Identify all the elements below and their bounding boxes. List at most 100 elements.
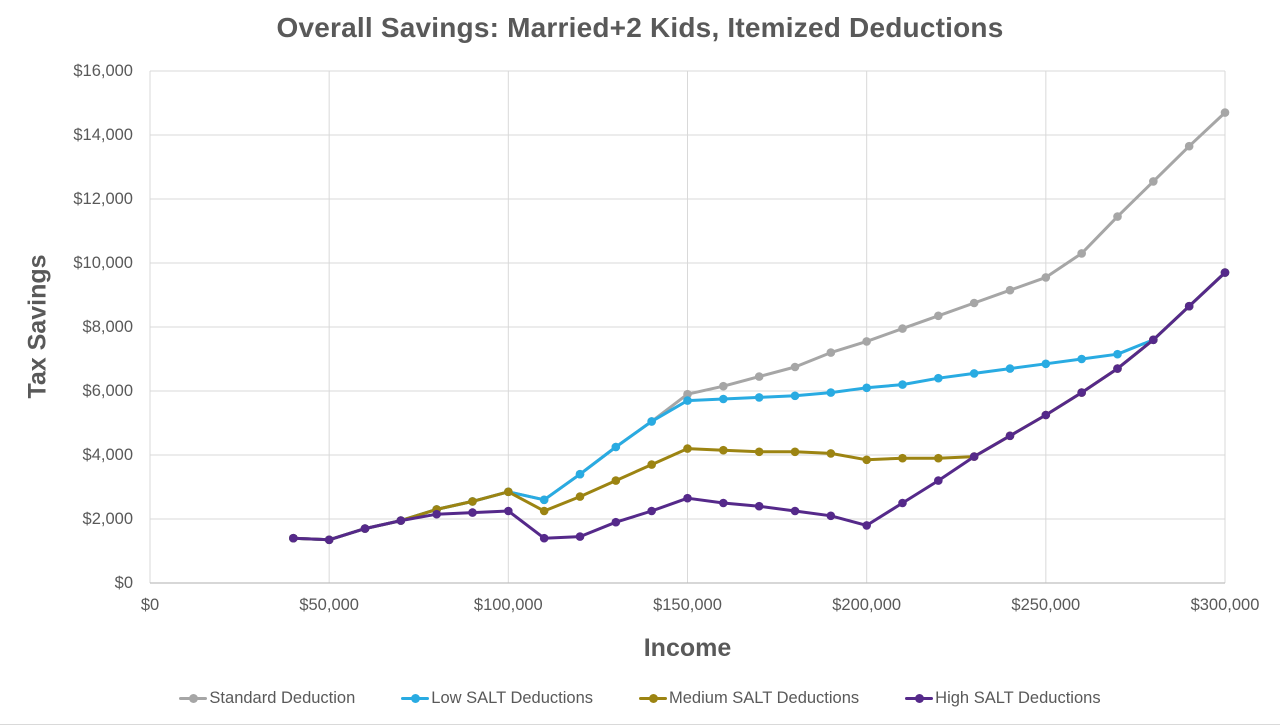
- data-point: [969, 298, 979, 308]
- data-point: [1113, 349, 1122, 359]
- legend-line-marker-icon: [639, 694, 668, 703]
- data-point: [790, 362, 800, 372]
- x-tick-label: $150,000: [653, 596, 722, 614]
- data-point: [1113, 212, 1122, 221]
- data-point: [683, 493, 692, 503]
- data-point: [790, 391, 800, 401]
- chart-title: Overall Savings: Married+2 Kids, Itemize…: [276, 12, 1004, 43]
- data-point: [1220, 268, 1230, 277]
- data-point: [790, 506, 800, 516]
- data-point: [934, 476, 943, 485]
- data-point: [754, 501, 764, 511]
- data-point: [969, 452, 979, 461]
- data-point: [826, 348, 836, 357]
- x-tick-label: $0: [140, 596, 160, 614]
- data-point: [683, 396, 692, 405]
- x-axis-title: Income: [643, 634, 732, 662]
- chart-bottom-border: [0, 724, 1280, 725]
- data-point: [1184, 141, 1194, 151]
- data-point: [504, 506, 513, 516]
- data-point: [898, 380, 907, 389]
- legend-item-standard-deduction: Standard Deduction: [179, 689, 355, 708]
- data-point: [898, 453, 907, 463]
- data-point: [683, 444, 692, 453]
- data-point: [934, 453, 943, 463]
- data-point: [934, 311, 943, 321]
- data-point: [396, 516, 406, 525]
- data-point: [1184, 301, 1194, 311]
- series-standard-deduction: [289, 108, 1230, 545]
- y-axis-title: Tax Savings: [23, 254, 52, 399]
- data-point: [504, 487, 513, 497]
- legend-dot-icon: [914, 694, 924, 703]
- legend-item-low-salt-deductions: Low SALT Deductions: [401, 689, 593, 708]
- data-point: [611, 517, 621, 527]
- y-tick-label: $10,000: [73, 254, 133, 272]
- data-point: [539, 495, 549, 505]
- y-tick-label: $6,000: [82, 382, 133, 400]
- x-tick-label: $200,000: [832, 596, 902, 614]
- data-point: [289, 533, 298, 543]
- data-point: [862, 337, 871, 346]
- data-point: [898, 498, 907, 508]
- data-point: [1005, 431, 1015, 441]
- data-point: [647, 506, 656, 516]
- data-point: [1113, 364, 1122, 373]
- data-point: [934, 373, 943, 383]
- data-point: [575, 532, 585, 541]
- data-point: [1220, 108, 1230, 117]
- legend-label: Standard Deduction: [209, 689, 356, 707]
- data-point: [790, 447, 800, 457]
- data-point: [826, 511, 836, 521]
- data-point: [1077, 388, 1086, 397]
- legend-dot-icon: [188, 694, 198, 703]
- data-point: [683, 389, 692, 399]
- data-point: [611, 476, 621, 485]
- data-point: [862, 383, 871, 393]
- data-point: [719, 445, 728, 455]
- x-tick-label: $100,000: [473, 596, 543, 614]
- data-point: [862, 521, 871, 530]
- x-tick-label: $300,000: [1190, 596, 1260, 614]
- data-point: [826, 449, 836, 458]
- data-point: [324, 535, 334, 545]
- data-point: [1149, 335, 1158, 345]
- data-point: [1005, 285, 1015, 295]
- data-point: [575, 469, 585, 479]
- legend-dot-icon: [648, 694, 658, 703]
- legend-label: Medium SALT Deductions: [669, 689, 860, 707]
- legend-line-marker-icon: [179, 694, 208, 703]
- data-point: [575, 492, 585, 501]
- data-point: [826, 388, 836, 397]
- series-high-salt-deductions: [289, 268, 1230, 545]
- data-point: [432, 509, 441, 519]
- data-point: [1149, 177, 1158, 186]
- data-point: [754, 447, 764, 457]
- legend-label: Low SALT Deductions: [431, 689, 594, 707]
- data-point: [1041, 273, 1051, 282]
- data-point: [719, 498, 728, 508]
- y-tick-label: $14,000: [73, 126, 133, 144]
- y-tick-label: $8,000: [82, 318, 133, 336]
- legend-dot-icon: [410, 694, 420, 703]
- x-tick-label: $50,000: [299, 596, 359, 614]
- data-point: [539, 506, 549, 516]
- data-point: [754, 372, 764, 381]
- legend-item-medium-salt-deductions: Medium SALT Deductions: [639, 689, 859, 708]
- y-tick-label: $2,000: [82, 510, 133, 528]
- data-point: [1077, 354, 1086, 364]
- legend-item-high-salt-deductions: High SALT Deductions: [905, 689, 1101, 708]
- data-point: [1005, 364, 1015, 373]
- data-point: [1077, 249, 1086, 258]
- data-point: [647, 417, 656, 426]
- data-point: [898, 324, 907, 333]
- x-tick-label: $250,000: [1011, 596, 1081, 614]
- data-point: [1041, 359, 1051, 369]
- legend-line-marker-icon: [401, 694, 430, 703]
- data-point: [862, 455, 871, 465]
- data-point: [539, 533, 549, 543]
- legend-line-marker-icon: [905, 694, 934, 703]
- y-tick-label: $16,000: [73, 62, 133, 80]
